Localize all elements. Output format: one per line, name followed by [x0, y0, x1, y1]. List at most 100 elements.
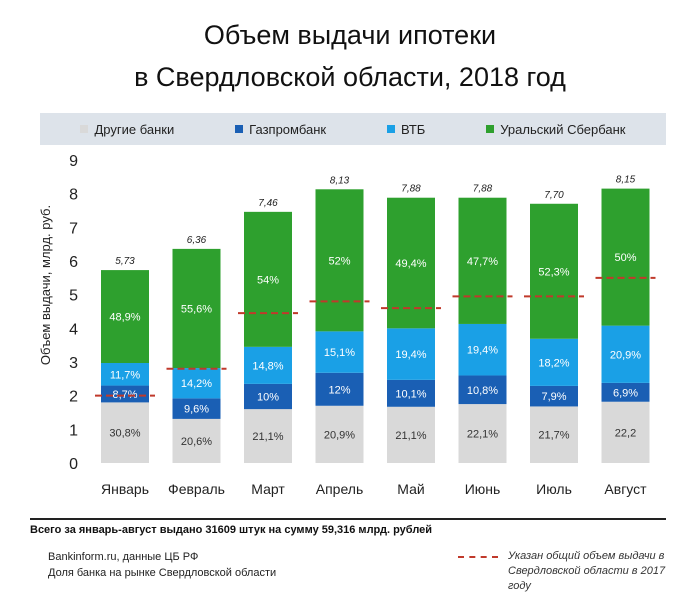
bar-total-label: 5,73 [115, 256, 135, 267]
bar-segment-label: 7,9% [541, 391, 566, 403]
bar-total-label: 7,70 [544, 190, 564, 201]
y-tick-label: 4 [69, 321, 78, 338]
bar-segment [244, 383, 292, 410]
x-tick-label: Август [604, 481, 647, 497]
y-axis-label: Объем выдачи, млрд. руб. [38, 204, 53, 366]
bar-segment [387, 406, 435, 463]
legend-swatch-gazprom [235, 125, 244, 133]
bar-segment [101, 402, 149, 463]
bar-segment-label: 49,4% [395, 258, 426, 270]
legend-swatch-vtb [387, 125, 396, 133]
bar-segment [315, 405, 364, 463]
bar-segment-label: 21,1% [395, 430, 426, 442]
reference-legend-dash [458, 556, 498, 558]
bar-segment [387, 197, 435, 329]
stacked-bar-chart: 0 1 2 3 4 5 6 7 8 9 30,8% 8,7% 11,7% 48,9% 5,73 Январь 2… [69, 153, 656, 497]
bar-segment [101, 385, 149, 403]
bar-segment-label: 11,7% [110, 369, 141, 381]
bar-segment [530, 406, 578, 463]
bar-segment-label: 52,3% [538, 266, 569, 278]
legend-item-sber: Уральский Сбербанк [486, 122, 625, 137]
bar-total-label: 7,88 [401, 184, 421, 195]
bar-segment-label: 15,1% [324, 347, 355, 359]
x-tick-label: Апрель [316, 481, 364, 497]
bar-segment [601, 382, 650, 402]
bar-segment-label: 47,7% [467, 256, 498, 268]
legend-swatch-other [80, 125, 89, 133]
x-tick-label: Март [251, 481, 285, 497]
y-tick-label: 9 [69, 153, 78, 170]
bar-total-label: 8,15 [616, 175, 636, 186]
chart-title-line2: в Свердловской области, 2018 год [134, 62, 566, 92]
bar-segment [387, 328, 435, 380]
bar-segment [244, 409, 292, 463]
bar-total-label: 7,46 [258, 198, 278, 209]
bar-segment-label: 14,2% [181, 378, 212, 390]
bar-segment [172, 248, 221, 369]
bar-total-label: 8,13 [330, 175, 350, 186]
x-tick-label: Май [397, 481, 424, 497]
legend-label-sber: Уральский Сбербанк [500, 121, 626, 137]
bar-segment [315, 331, 364, 373]
bar-segment [458, 375, 507, 405]
bar-segment [172, 418, 221, 463]
bar-segment-label: 22,2 [615, 427, 636, 439]
bar-total-label: 7,88 [473, 184, 493, 195]
reference-legend-note: Указан общий объем выдачи в Свердловской… [508, 550, 666, 592]
legend: Другие банки Газпромбанк ВТБ Уральский С… [40, 113, 666, 145]
legend-item-gazprom: Газпромбанк [235, 122, 326, 137]
legend-label-vtb: ВТБ [401, 121, 426, 137]
bar-segment [101, 363, 149, 386]
bar-segment-label: 48,9% [109, 312, 140, 324]
y-tick-label: 8 [69, 187, 78, 204]
bar-segment [458, 323, 507, 376]
bar-segment-label: 8,7% [112, 389, 137, 401]
bar-segment [530, 338, 578, 386]
bar-segment [601, 401, 650, 463]
bar-segment [244, 346, 292, 384]
x-tick-label: Июнь [465, 481, 501, 497]
bar-segment-label: 50% [614, 252, 636, 264]
bar-segment-label: 14,8% [252, 360, 283, 372]
y-tick-label: 0 [69, 456, 78, 473]
chart-title-line1: Объем выдачи ипотеки [203, 20, 497, 50]
legend-swatch-sber [486, 125, 495, 133]
bar-segment [458, 197, 507, 324]
legend-item-other: Другие банки [80, 122, 174, 137]
bar-segment-label: 10,1% [395, 388, 426, 400]
bar-segment-label: 52% [328, 255, 350, 267]
bar-segment-label: 12% [328, 384, 350, 396]
y-tick-label: 2 [69, 389, 78, 406]
bar-segment-label: 20,9% [610, 349, 641, 361]
bar-segment [315, 372, 364, 406]
bar-segment-label: 9,6% [184, 404, 209, 416]
y-tick-label: 6 [69, 254, 78, 271]
bar-segment-label: 19,4% [467, 345, 498, 357]
bar-segment [530, 203, 578, 339]
bar-segment-label: 55,6% [181, 303, 212, 315]
bar-segment [244, 211, 292, 347]
bar-segment-label: 20,6% [181, 436, 212, 448]
bar-segment [315, 189, 364, 332]
bar-segment-label: 21,1% [252, 431, 283, 443]
bar-segment [172, 398, 221, 419]
bar-segment-label: 30,8% [109, 428, 140, 440]
summary-text: Всего за январь-август выдано 31609 штук… [30, 518, 666, 536]
x-tick-label: Июль [536, 481, 572, 497]
bar-segment-label: 10% [257, 392, 279, 404]
legend-label-other: Другие банки [94, 121, 175, 137]
x-tick-label: Январь [101, 481, 149, 497]
bar-segment-label: 10,8% [467, 385, 498, 397]
y-tick-label: 1 [69, 422, 78, 439]
bar-segment [101, 270, 149, 364]
bar-segment [387, 379, 435, 407]
bar-segment [172, 368, 221, 399]
legend-label-gazprom: Газпромбанк [249, 121, 327, 137]
x-tick-label: Февраль [168, 481, 225, 497]
source-line-2: Доля банка на рынке Свердловской области [48, 567, 277, 579]
bar-segment [601, 188, 650, 326]
bar-segment [458, 404, 507, 463]
bar-segment-label: 6,9% [613, 387, 638, 399]
bar-segment-label: 21,7% [538, 430, 569, 442]
legend-item-vtb: ВТБ [387, 122, 425, 137]
